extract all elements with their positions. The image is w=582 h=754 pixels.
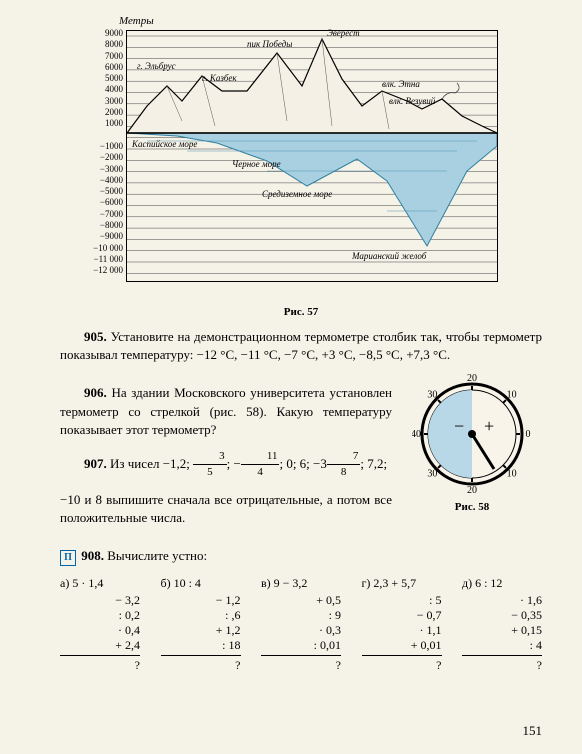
elevation-chart: Метры 9000800070006000500040003000200010… (91, 20, 511, 300)
problem-905-text: Установите на демонстрационном термометр… (60, 329, 542, 362)
problem-908-num: 908. (81, 548, 104, 563)
thermo-caption: Рис. 58 (402, 501, 542, 513)
chart-area: Эверест пик Победы г. Эльбрус г. Казбек … (126, 30, 498, 282)
label-kazbek: г. Казбек (202, 73, 237, 83)
thermometer-figure: 40 30 20 10 0 10 20 30 − + Рис. 58 (402, 374, 542, 513)
label-pobeda: пик Победы (247, 39, 292, 49)
label-everest: Эверест (327, 28, 360, 38)
problem-908-title: Вычислите устно: (107, 548, 207, 563)
chart-caption: Рис. 57 (60, 306, 542, 318)
problem-907: 907. Из чисел −1,2; 35; −114; 0; 6; −378… (60, 449, 392, 481)
minus-sign: − (454, 416, 464, 436)
label-black: Черное море (232, 159, 281, 169)
svg-text:20: 20 (467, 374, 477, 384)
problem-905-num: 905. (84, 329, 107, 344)
calculator-icon: П (60, 550, 76, 566)
problem-906-text: На здании Московского университета устан… (60, 385, 392, 436)
calc-column: в) 9 − 3,2+ 0,5: 9· 0,3: 0,01? (261, 576, 341, 673)
svg-text:30: 30 (427, 390, 437, 401)
calc-column: г) 2,3 + 5,7: 5− 0,7· 1,1+ 0,01? (362, 576, 442, 673)
svg-text:10: 10 (507, 469, 517, 480)
page-number: 151 (523, 723, 543, 739)
y-tick-labels: 900080007000600050004000300020001000−100… (83, 28, 123, 277)
label-mediterranean: Средиземное море (262, 189, 332, 199)
problem-907-cont: −10 и 8 выпишите сначала все отрицательн… (60, 491, 392, 527)
svg-text:30: 30 (427, 469, 437, 480)
label-etna: влк. Этна (382, 79, 420, 89)
label-vesuvius: влк. Везувий (389, 96, 435, 106)
svg-text:40: 40 (412, 429, 421, 440)
calc-column: а) 5 · 1,4− 3,2: 0,2· 0,4+ 2,4? (60, 576, 140, 673)
problem-905: 905. Установите на демонстрационном терм… (60, 328, 542, 364)
problem-906-num: 906. (84, 385, 107, 400)
svg-text:0: 0 (526, 429, 531, 440)
label-caspian: Каспийское море (132, 139, 197, 149)
label-mariana: Марианский желоб (352, 251, 426, 261)
problem-907-num: 907. (84, 456, 107, 471)
problem-908: П 908. Вычислите устно: (60, 547, 542, 566)
label-elbrus: г. Эльбрус (137, 61, 176, 71)
calc-column: д) 6 : 12· 1,6− 0,35+ 0,15: 4? (462, 576, 542, 673)
calc-column: б) 10 : 4− 1,2: ,6+ 1,2: 18? (161, 576, 241, 673)
svg-text:10: 10 (507, 390, 517, 401)
plus-sign: + (484, 416, 494, 436)
calc-columns: а) 5 · 1,4− 3,2: 0,2· 0,4+ 2,4? б) 10 : 4… (60, 576, 542, 673)
y-axis-label: Метры (119, 15, 154, 27)
problem-906: 906. На здании Московского университета … (60, 384, 392, 439)
svg-text:20: 20 (467, 485, 477, 494)
